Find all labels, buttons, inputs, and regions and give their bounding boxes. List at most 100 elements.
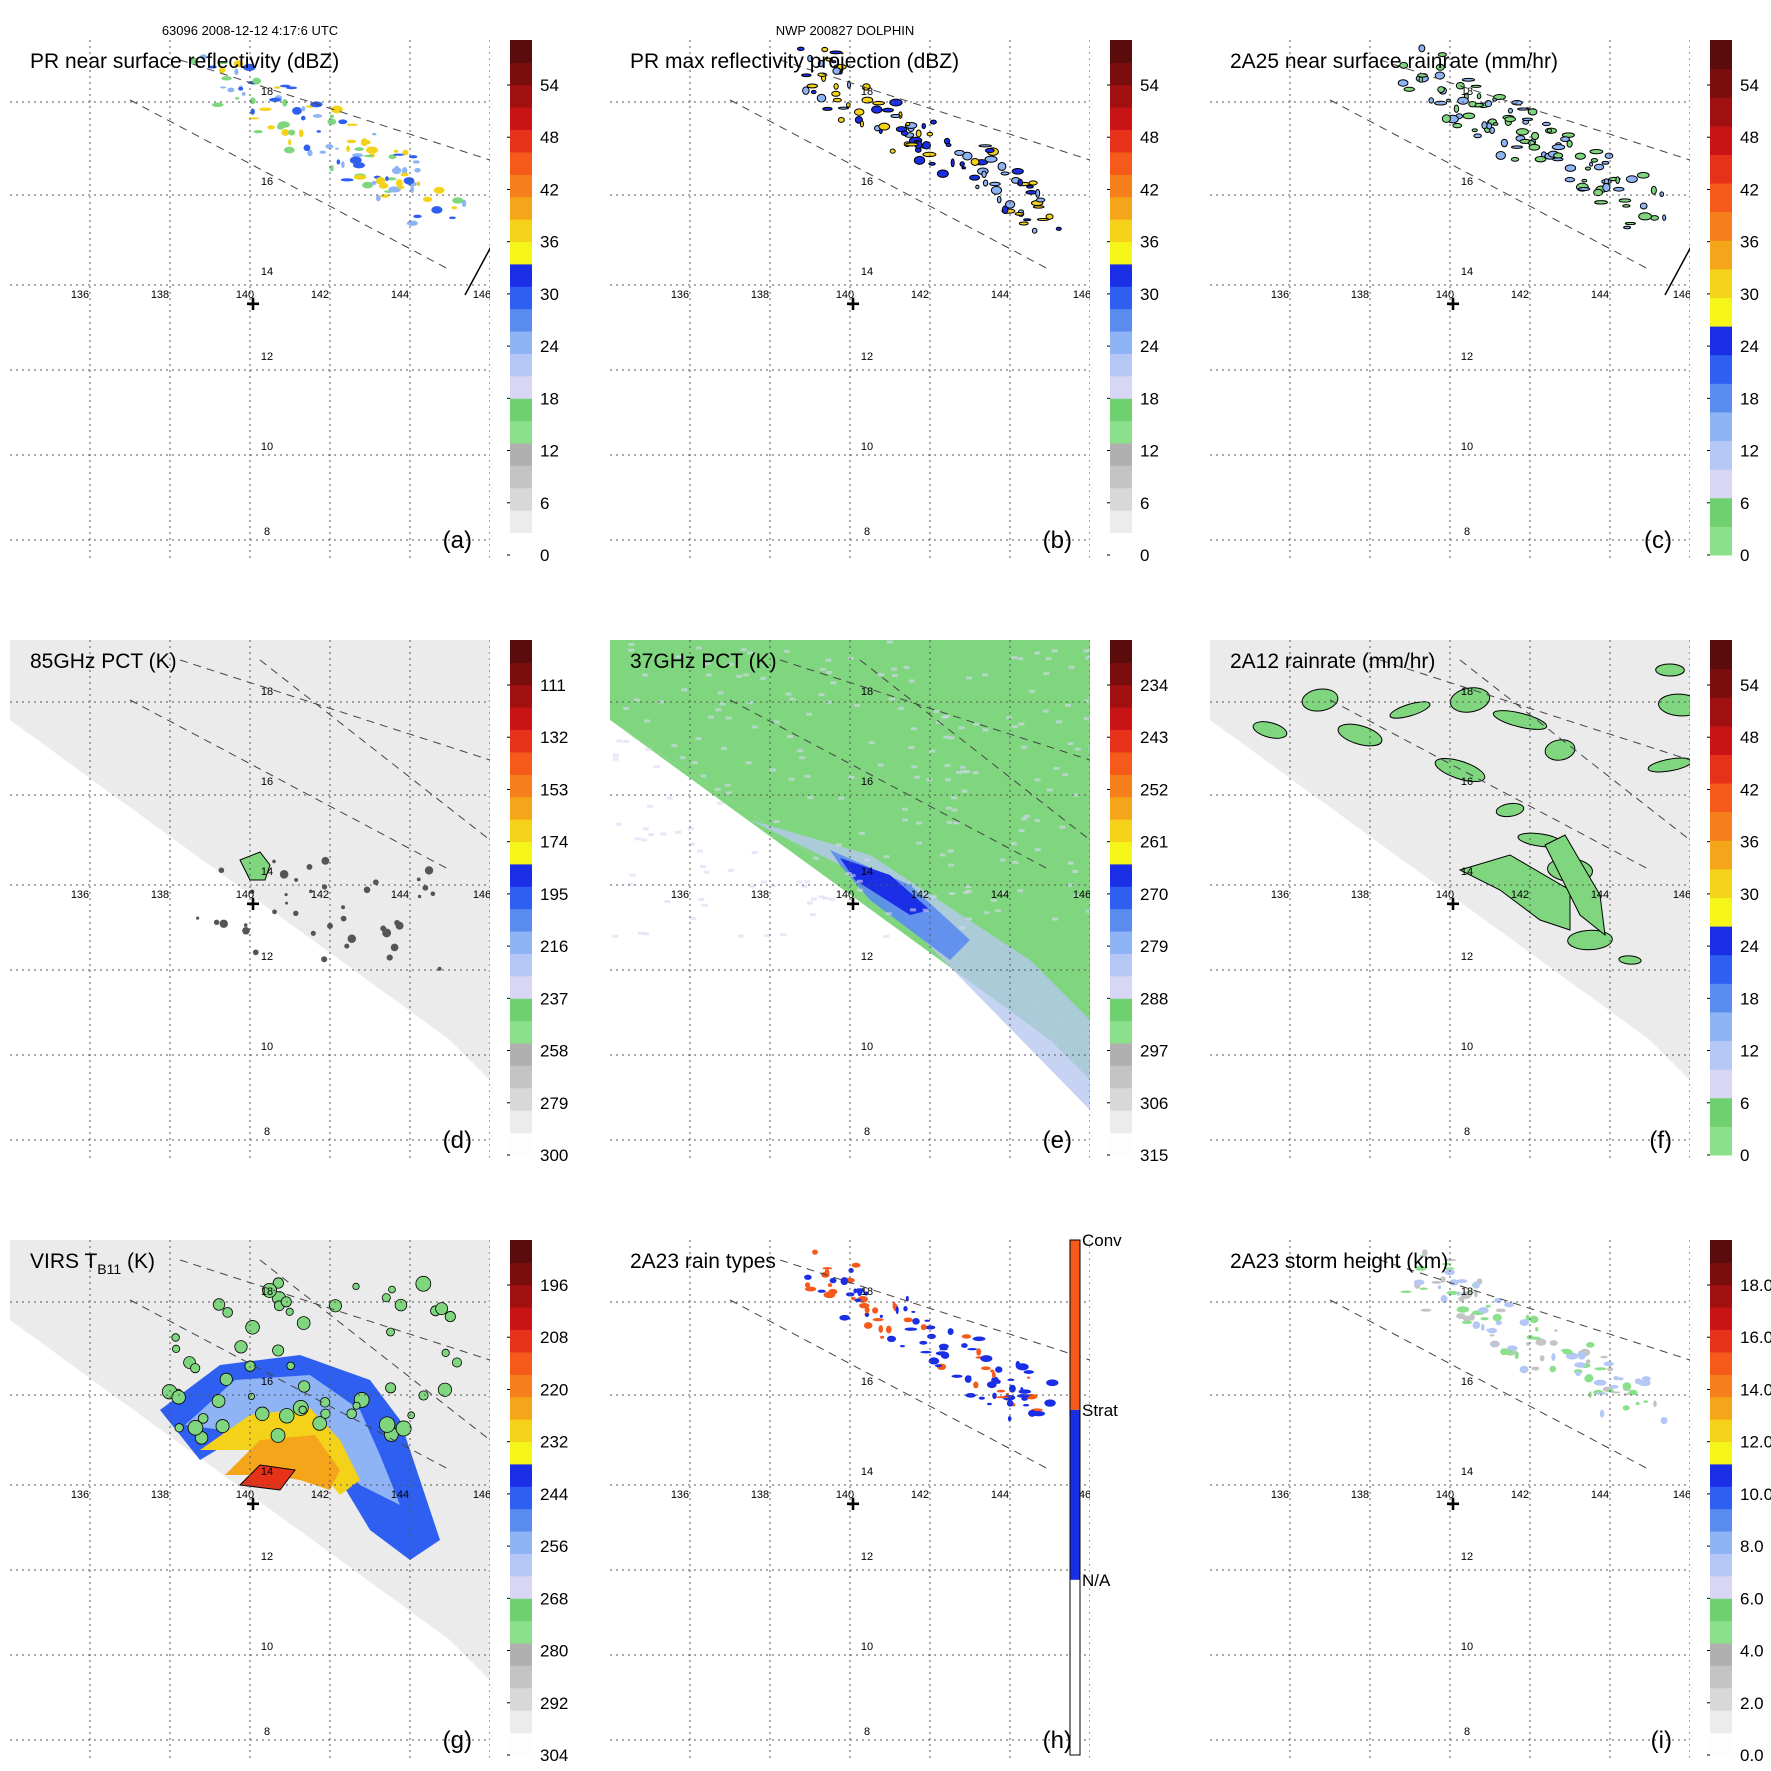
echo-cell [796, 46, 805, 52]
echo-cell [1493, 93, 1506, 101]
echo-cell [1487, 1327, 1498, 1334]
lat-tick-label: 12 [261, 351, 273, 363]
echo-cell [316, 130, 322, 133]
echo-cell [1036, 217, 1050, 221]
colorbar-tick: 279 [1140, 937, 1168, 956]
colorbar-tick: 18 [1740, 389, 1759, 408]
colorbar-segment [1710, 1643, 1732, 1666]
colorbar-segment [1110, 1110, 1132, 1134]
colorbar: 54 48 42 36 30 24 18 12 6 0 [1707, 640, 1759, 1165]
echo-cell [1659, 191, 1665, 198]
lon-tick-label: 136 [71, 889, 89, 901]
swath-edge-north [1379, 59, 1690, 161]
lat-tick-label: 16 [261, 1376, 273, 1388]
echo-cell [812, 1249, 818, 1255]
echo-cell [410, 185, 414, 194]
colorbar-segment [1710, 697, 1732, 727]
echo-cell [1521, 117, 1534, 122]
echo-cell [1515, 128, 1529, 136]
lon-tick-label: 142 [311, 289, 329, 301]
lon-tick-label: 138 [1351, 1489, 1369, 1501]
colorbar-segment [510, 263, 532, 287]
echo-cell [414, 167, 421, 173]
echo-cell [403, 177, 415, 185]
panel-title: PR near surface reflectivity (dBZ) [30, 50, 339, 73]
echo-cell [881, 107, 894, 113]
panel-d: 136 138 140 142 144 146 18 16 14 12 10 8 +85GHz PCT … [10, 640, 568, 1165]
echo-cell [1618, 198, 1632, 203]
echo-cell [346, 123, 359, 126]
echo-cell [1650, 185, 1657, 195]
echo-cell [829, 50, 843, 55]
echo-cell [903, 1306, 908, 1312]
colorbar-segment [1110, 398, 1132, 422]
echo-cell [402, 149, 409, 156]
echo-cell [1510, 145, 1524, 149]
colorbar-tick: 12 [1740, 442, 1759, 461]
colorbar-tick: 261 [1140, 833, 1168, 852]
echo-cell [992, 1392, 997, 1399]
colorbar-tick: 42 [1740, 780, 1759, 799]
echo-cell [1044, 1399, 1056, 1407]
colorbar-tick: Strat [1082, 1401, 1118, 1420]
colorbar-segment [1710, 1240, 1732, 1263]
echo-cell [1492, 1313, 1502, 1322]
lon-tick-label: 146 [1673, 289, 1691, 301]
lon-tick-label: 146 [1073, 889, 1091, 901]
echo-cell [1023, 218, 1032, 222]
echo-cell [1026, 184, 1034, 189]
colorbar-segment [510, 1508, 532, 1532]
colorbar-segment [1110, 1065, 1132, 1089]
echo-cell [416, 181, 421, 187]
colorbar-tick: 36 [1740, 833, 1759, 852]
echo-cell [864, 1306, 870, 1314]
colorbar-tick: 48 [1740, 728, 1759, 747]
lon-tick-label: 146 [473, 1489, 491, 1501]
colorbar-segment [1110, 640, 1132, 663]
lon-tick-label: 138 [751, 289, 769, 301]
colorbar-segment [510, 684, 532, 708]
panel-g: 136 138 140 142 144 146 18 16 14 12 10 8 + VIRS TB11 … [10, 1240, 568, 1765]
storm-name-header: NWP 200827 DOLPHIN [776, 23, 915, 38]
rain-cell [1301, 688, 1339, 712]
echo-cell [1007, 1415, 1012, 1422]
colorbar-tick: 6 [1740, 494, 1749, 513]
echo-cell [961, 166, 967, 170]
echo-cell [913, 155, 926, 165]
echo-cell [327, 118, 337, 125]
colorbar-segment [1110, 84, 1132, 108]
lon-tick-label: 138 [1351, 889, 1369, 901]
echo-cell [1519, 1319, 1530, 1326]
colorbar-tick: 174 [540, 833, 568, 852]
echo-cell [1526, 1341, 1531, 1346]
echo-cell [833, 83, 839, 90]
colorbar-segment [510, 819, 532, 843]
echo-cell [1528, 143, 1541, 151]
lat-tick-label: 8 [1464, 1726, 1470, 1738]
echo-cell [1553, 152, 1564, 159]
echo-cell [1028, 180, 1038, 186]
colorbar-tick: 288 [1140, 989, 1168, 1008]
echo-cell [816, 93, 827, 103]
echo-cell [1035, 197, 1046, 203]
echo-cell [221, 76, 232, 81]
lon-tick-label: 136 [71, 289, 89, 301]
colorbar-segment [1710, 754, 1732, 784]
echo-cell [921, 141, 931, 150]
echo-cell [845, 102, 851, 108]
lon-tick-label: 146 [473, 289, 491, 301]
colorbar-segment [1110, 331, 1132, 354]
rain-cell [1658, 693, 1690, 717]
colorbar-segment [1110, 863, 1132, 887]
echo-cell [1504, 1302, 1514, 1308]
echo-cell [878, 1325, 884, 1333]
echo-cell [385, 176, 389, 182]
echo-cell [218, 67, 226, 74]
echo-cell [391, 167, 402, 175]
echo-cell [1595, 1392, 1608, 1395]
echo-cell [1472, 1321, 1481, 1329]
colorbar-tick: 315 [1140, 1146, 1168, 1165]
lon-tick-label: 144 [991, 1489, 1009, 1501]
colorbar-segment [510, 1284, 532, 1308]
echo-cell [1031, 227, 1038, 234]
